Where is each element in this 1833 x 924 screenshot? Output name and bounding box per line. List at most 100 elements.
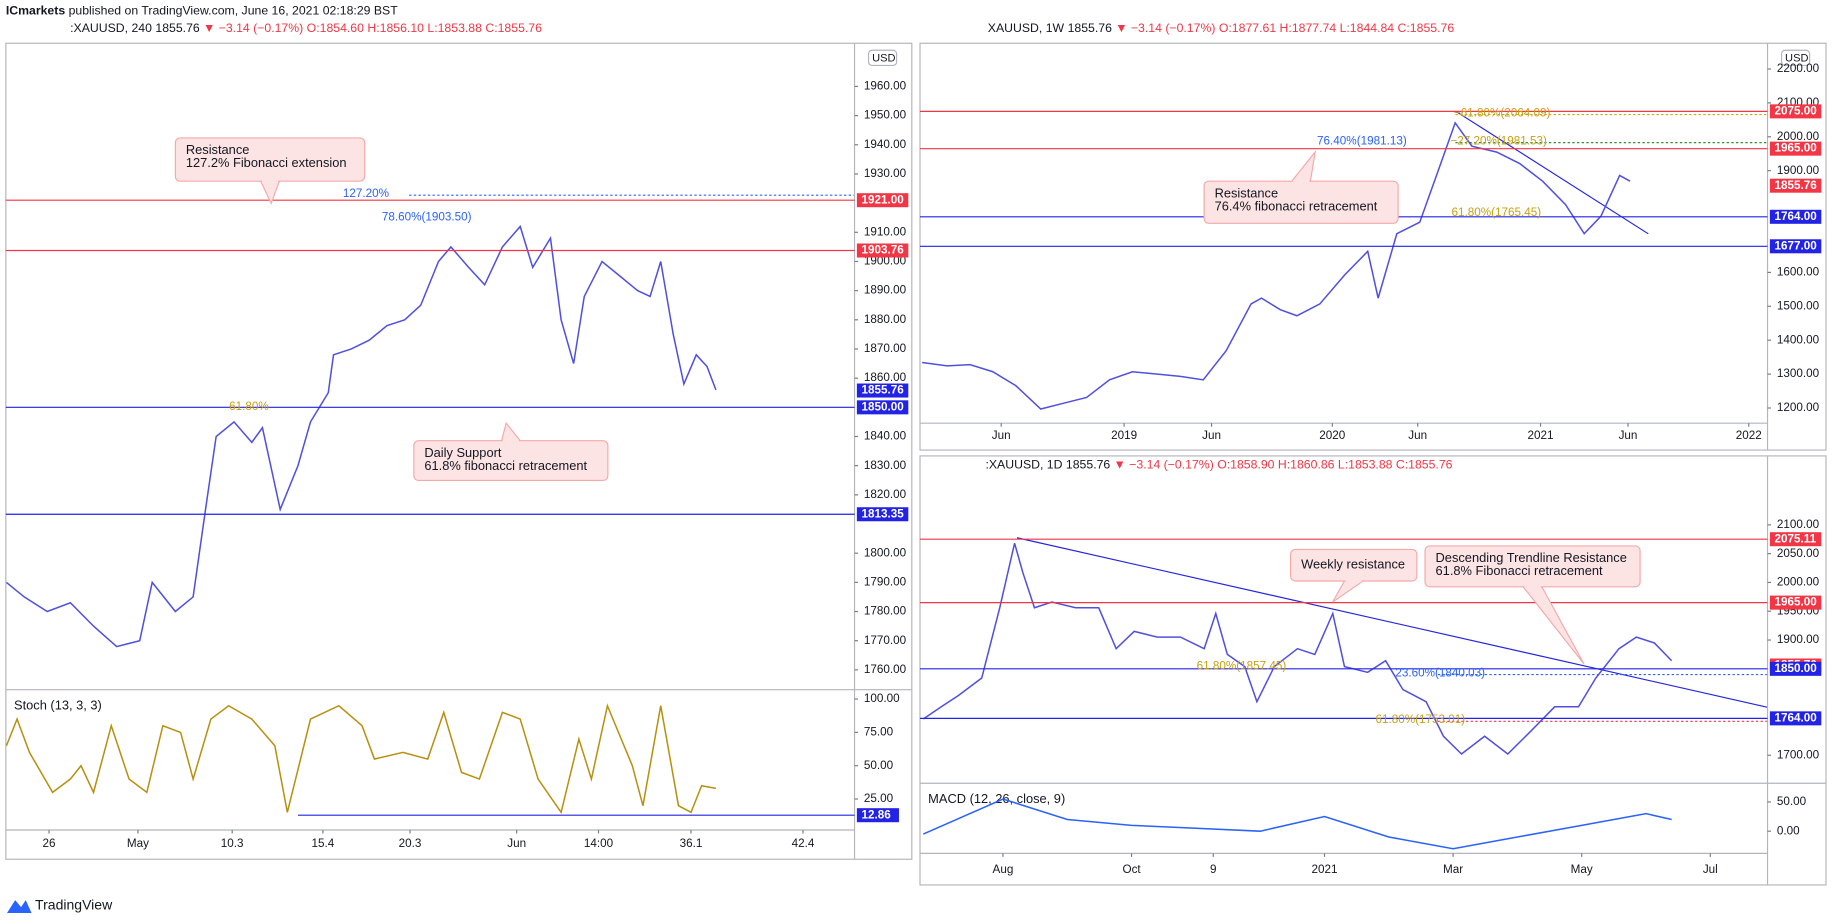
- price-label-bg: [856, 383, 909, 398]
- x-tick-label: Mar: [1443, 863, 1463, 876]
- price-label: 12.86: [862, 808, 892, 821]
- ohlc: O:1854.60 H:1856.10 L:1853.88 C:1855.76: [307, 21, 542, 35]
- y-tick-label: 1300.00: [1777, 367, 1820, 380]
- callout-pointer: [1290, 149, 1317, 182]
- x-tick-label: 2020: [1319, 429, 1345, 442]
- price-label: 2075.11: [1775, 532, 1817, 545]
- change: ▼ −3.14 (−0.17%): [1114, 458, 1214, 472]
- logo-text: TradingView: [35, 897, 113, 913]
- y-tick-label: 1400.00: [1777, 333, 1820, 346]
- y-tick-label: 1790.00: [864, 575, 907, 588]
- x-tick-label: 2021: [1311, 863, 1337, 876]
- y-tick-label: 1950.00: [864, 109, 907, 122]
- publisher: ICmarkets: [6, 4, 65, 18]
- logo-icon: [7, 900, 32, 914]
- y-tick-label: 50.00: [1777, 795, 1807, 808]
- x-tick-label: 9: [1210, 863, 1217, 876]
- price-label: 1850.00: [862, 400, 905, 413]
- change: ▼ −3.14 (−0.17%): [203, 21, 303, 35]
- x-tick-label: May: [127, 837, 149, 850]
- callout-pointer: [1522, 586, 1585, 665]
- indicator-line: [5, 703, 717, 815]
- price-label: 1850.00: [1775, 662, 1818, 675]
- x-tick-label: Jun: [992, 429, 1011, 442]
- indicator-line: [922, 798, 1672, 850]
- price-label-bg: [856, 193, 909, 208]
- y-tick-label: 1830.00: [864, 459, 907, 472]
- chart-title: :XAUUSD, 1D 1855.76 ▼ −3.14 (−0.17%) O:1…: [985, 458, 1452, 472]
- y-tick-label: 1780.00: [864, 605, 907, 618]
- fib-label: 61.80%: [229, 400, 269, 413]
- fib-label: 127.20%: [343, 187, 389, 200]
- price-label-bg: [1769, 209, 1822, 224]
- panel: [919, 455, 1827, 886]
- x-tick-label: 14:00: [584, 837, 614, 850]
- y-tick-label: 1900.00: [864, 255, 907, 268]
- trendline: [1016, 537, 1768, 708]
- last-price: 1855.76: [155, 21, 200, 35]
- callout-text: Resistance: [186, 142, 250, 157]
- callout-text: 61.8% fibonacci retracement: [424, 458, 587, 473]
- y-tick-label: 1500.00: [1777, 299, 1820, 312]
- y-tick-label: 1880.00: [864, 313, 907, 326]
- price-label: 1965.00: [1775, 596, 1818, 609]
- y-tick-label: 1200.00: [1777, 401, 1820, 414]
- x-tick-label: May: [1571, 863, 1593, 876]
- price-label: 1921.00: [862, 193, 905, 206]
- logo: TradingView: [7, 897, 113, 914]
- x-tick-label: Jun: [1202, 429, 1221, 442]
- y-tick-label: 1910.00: [864, 225, 907, 238]
- last-price: 1855.76: [1068, 21, 1113, 35]
- fib-label: 76.40%(1981.13): [1317, 135, 1407, 148]
- price-line: [922, 121, 1631, 410]
- symbol: XAUUSD, 1W: [988, 21, 1065, 35]
- price-label: 1965.00: [1775, 142, 1818, 155]
- y-tick-label: 50.00: [864, 759, 894, 772]
- indicator-name: MACD (12, 26, close, 9): [928, 791, 1065, 806]
- x-tick-label: 10.3: [221, 837, 244, 850]
- currency-badge: [1780, 49, 1811, 67]
- x-tick-label: 42.4: [792, 837, 815, 850]
- publisher-line: ICmarkets published on TradingView.com, …: [6, 4, 398, 18]
- ohlc: O:1858.90 H:1860.86 L:1853.88 C:1855.76: [1217, 458, 1452, 472]
- y-tick-label: 1770.00: [864, 634, 907, 647]
- price-label-bg: [1769, 532, 1822, 547]
- x-tick-label: Oct: [1122, 863, 1141, 876]
- x-tick-label: 2021: [1528, 429, 1554, 442]
- change: ▼ −3.14 (−0.17%): [1115, 21, 1215, 35]
- y-tick-label: 1940.00: [864, 138, 907, 151]
- y-tick-label: 1870.00: [864, 342, 907, 355]
- price-label: 1903.76: [862, 244, 905, 257]
- y-tick-label: 2050.00: [1777, 547, 1820, 560]
- price-label-bg: [1769, 661, 1822, 676]
- callout-text: 76.4% fibonacci retracement: [1215, 198, 1378, 213]
- price-label-bg: [1769, 104, 1822, 119]
- callout-text: Weekly resistance: [1301, 557, 1405, 572]
- currency: USD: [1785, 52, 1808, 64]
- price-line: [5, 224, 717, 648]
- price-label-bg: [1769, 239, 1822, 254]
- last-price: 1855.76: [1066, 458, 1111, 472]
- price-label: 2075.00: [1775, 104, 1818, 117]
- x-tick-label: Jun: [507, 837, 526, 850]
- y-tick-label: 1930.00: [864, 167, 907, 180]
- y-tick-label: 1900.00: [1777, 164, 1820, 177]
- price-label-bg: [1769, 141, 1822, 156]
- y-tick-label: 1760.00: [864, 663, 907, 676]
- price-line: [922, 543, 1673, 756]
- fib-label: 23.60%(1840.03): [1395, 666, 1485, 679]
- y-tick-label: 100.00: [864, 692, 900, 705]
- symbol: :XAUUSD, 240: [70, 21, 152, 35]
- price-label: 1764.00: [1775, 210, 1818, 223]
- price-label-bg: [1769, 711, 1822, 726]
- y-tick-label: 1800.00: [864, 546, 907, 559]
- callout-text: Daily Support: [424, 445, 502, 460]
- y-tick-label: 75.00: [864, 725, 894, 738]
- callout-text: Resistance: [1215, 185, 1279, 200]
- price-label: 1764.00: [1775, 711, 1818, 724]
- price-label-bg: [856, 808, 899, 823]
- y-tick-label: 1600.00: [1777, 265, 1820, 278]
- y-tick-label: 1960.00: [864, 80, 907, 93]
- symbol: :XAUUSD, 1D: [985, 458, 1062, 472]
